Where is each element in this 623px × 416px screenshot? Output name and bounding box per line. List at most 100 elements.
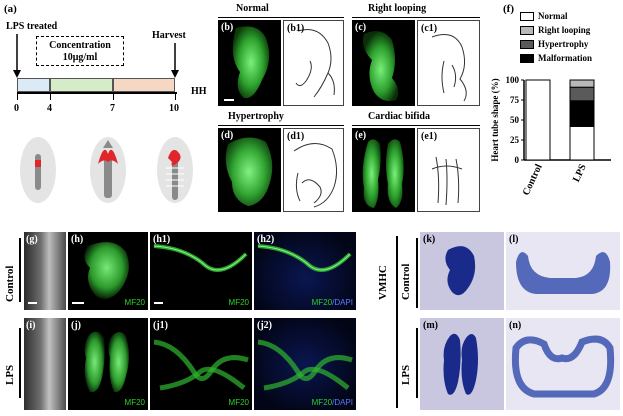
panel-d-label: (d): [221, 130, 234, 141]
bar-control-normal: [525, 79, 551, 161]
vmhc-row-rule-control: [416, 238, 418, 308]
panel-j1-mf20-image: (j1) MF20: [150, 318, 252, 410]
panel-c-label: (c): [355, 22, 367, 33]
tick-label-10: 10: [169, 103, 179, 114]
timeline-segment-2: [50, 78, 113, 92]
panel-e-label: (e): [355, 130, 367, 141]
row-label-lps: LPS: [4, 364, 16, 385]
panel-b-label: (b): [221, 22, 234, 33]
panel-k-label: (k): [423, 234, 436, 245]
panel-g-label: (g): [26, 234, 38, 245]
row-label-control: Control: [4, 265, 16, 302]
vmhc-row-label-control: Control: [400, 263, 412, 300]
cardiac-bifida-title-rule: [352, 125, 480, 126]
panel-j-stain: MF20: [124, 398, 145, 407]
heart-tube-chart: 0 25 50 75 100 Heart tube shape (%) Control LPS: [490, 75, 611, 197]
bar-lps-hypertrophy: [569, 86, 595, 102]
panel-d1-sketch: (d1): [283, 128, 344, 212]
legend-label-normal: Normal: [538, 11, 568, 21]
panel-c1-label: (c1): [421, 23, 438, 34]
legend-swatch-malformation: [520, 54, 534, 63]
panel-j2-stain: MF20/DAPI: [311, 398, 353, 407]
panel-d-heart-image: (d): [218, 128, 281, 212]
panel-n-vmhc-image: (n): [506, 318, 620, 410]
panel-h1-label: (h1): [153, 234, 171, 245]
legend-label-malformation: Malformation: [538, 53, 592, 63]
embryo-schematics: [20, 137, 193, 203]
right-looping-title: Right looping: [368, 3, 427, 14]
vmhc-row-rule-lps: [416, 328, 418, 398]
lps-treated-label: LPS treated: [6, 21, 58, 32]
x-tick-label-lps: LPS: [571, 162, 589, 184]
x-tick-label-control: Control: [521, 162, 545, 197]
panel-n-label: (n): [509, 320, 522, 331]
panel-j-mf20-image: (j) MF20: [68, 318, 148, 410]
panel-g-brightfield-image: (g): [24, 232, 66, 310]
bar-lps-normal: [569, 125, 595, 161]
legend-label-right-looping: Right looping: [538, 25, 591, 35]
panel-h-stain: MF20: [124, 298, 145, 307]
tick-7: [113, 92, 114, 100]
vmhc-rule: [396, 236, 398, 408]
panel-j1-label: (j1): [153, 320, 168, 331]
tick-4: [50, 92, 51, 100]
panel-b-heart-image: (b): [218, 20, 281, 106]
panel-a-label: (a): [4, 3, 17, 15]
concentration-title: Concentration: [49, 40, 111, 51]
y-axis-label: Heart tube shape (%): [490, 78, 500, 161]
row-rule-lps: [19, 328, 21, 398]
panel-j-label: (j): [71, 320, 81, 331]
normal-title-rule: [218, 17, 344, 18]
panel-j2-mf20-dapi-image: (j2) MF20/DAPI: [254, 318, 356, 410]
legend-label-hypertrophy: Hypertrophy: [538, 39, 589, 49]
concentration-value: 10μg/ml: [62, 52, 98, 63]
row-rule-control: [19, 238, 21, 302]
bar-lps-right-looping: [569, 79, 595, 88]
panel-h-label: (h): [71, 234, 84, 245]
bar-lps-malformation: [569, 100, 595, 127]
y-tick-label-75: 75: [510, 95, 520, 105]
right-looping-title-rule: [352, 17, 480, 18]
panel-k-vmhc-image: (k): [420, 232, 504, 310]
panel-e1-label: (e1): [421, 131, 438, 142]
panel-e1-sketch: (e1): [417, 128, 480, 212]
tick-0: [17, 92, 18, 100]
hypertrophy-title-rule: [218, 125, 344, 126]
y-tick-label-25: 25: [510, 135, 520, 145]
panel-m-vmhc-image: (m): [420, 318, 504, 410]
timeline-axis: [17, 92, 177, 94]
panel-h1-stain: MF20: [228, 298, 249, 307]
hh-unit-label: HH: [191, 86, 207, 97]
panel-b1-sketch: (b1): [283, 20, 344, 106]
panel-m-label: (m): [423, 320, 438, 331]
panel-h-mf20-image: (h) MF20: [68, 232, 148, 310]
timeline-arrows: [13, 34, 179, 78]
concentration-box: Concentration 10μg/ml: [36, 36, 124, 66]
tick-label-7: 7: [110, 103, 115, 114]
panel-i-brightfield-image: (i): [24, 318, 66, 410]
panel-f-label: (f): [503, 3, 514, 15]
panel-j1-stain: MF20: [228, 398, 249, 407]
panel-h1-scale-bar: [154, 302, 163, 304]
panel-e-heart-image: (e): [352, 128, 415, 212]
tick-10: [175, 92, 176, 100]
harvest-label: Harvest: [152, 30, 186, 41]
panel-h2-mf20-dapi-image: (h2) MF20/DAPI: [254, 232, 356, 310]
normal-title: Normal: [236, 3, 269, 14]
panel-c1-sketch: (c1): [417, 20, 480, 106]
legend-swatch-hypertrophy: [520, 40, 534, 49]
panel-g-scale-bar: [28, 302, 37, 304]
y-tick-label-0: 0: [515, 155, 520, 165]
panel-j2-label: (j2): [257, 320, 272, 331]
y-tick-label-50: 50: [510, 115, 520, 125]
vmhc-row-label-lps: LPS: [400, 364, 412, 385]
cardiac-bifida-title: Cardiac bifida: [368, 111, 430, 122]
panel-h1-mf20-image: (h1) MF20: [150, 232, 252, 310]
panel-b1-label: (b1): [287, 23, 305, 34]
timeline-segment-3: [113, 78, 175, 92]
panel-d1-label: (d1): [287, 131, 305, 142]
panel-l-label: (l): [509, 234, 519, 245]
vmhc-label: VMHC: [377, 265, 389, 300]
panel-c-heart-image: (c): [352, 20, 415, 106]
panel-h-scale-bar: [72, 302, 84, 304]
